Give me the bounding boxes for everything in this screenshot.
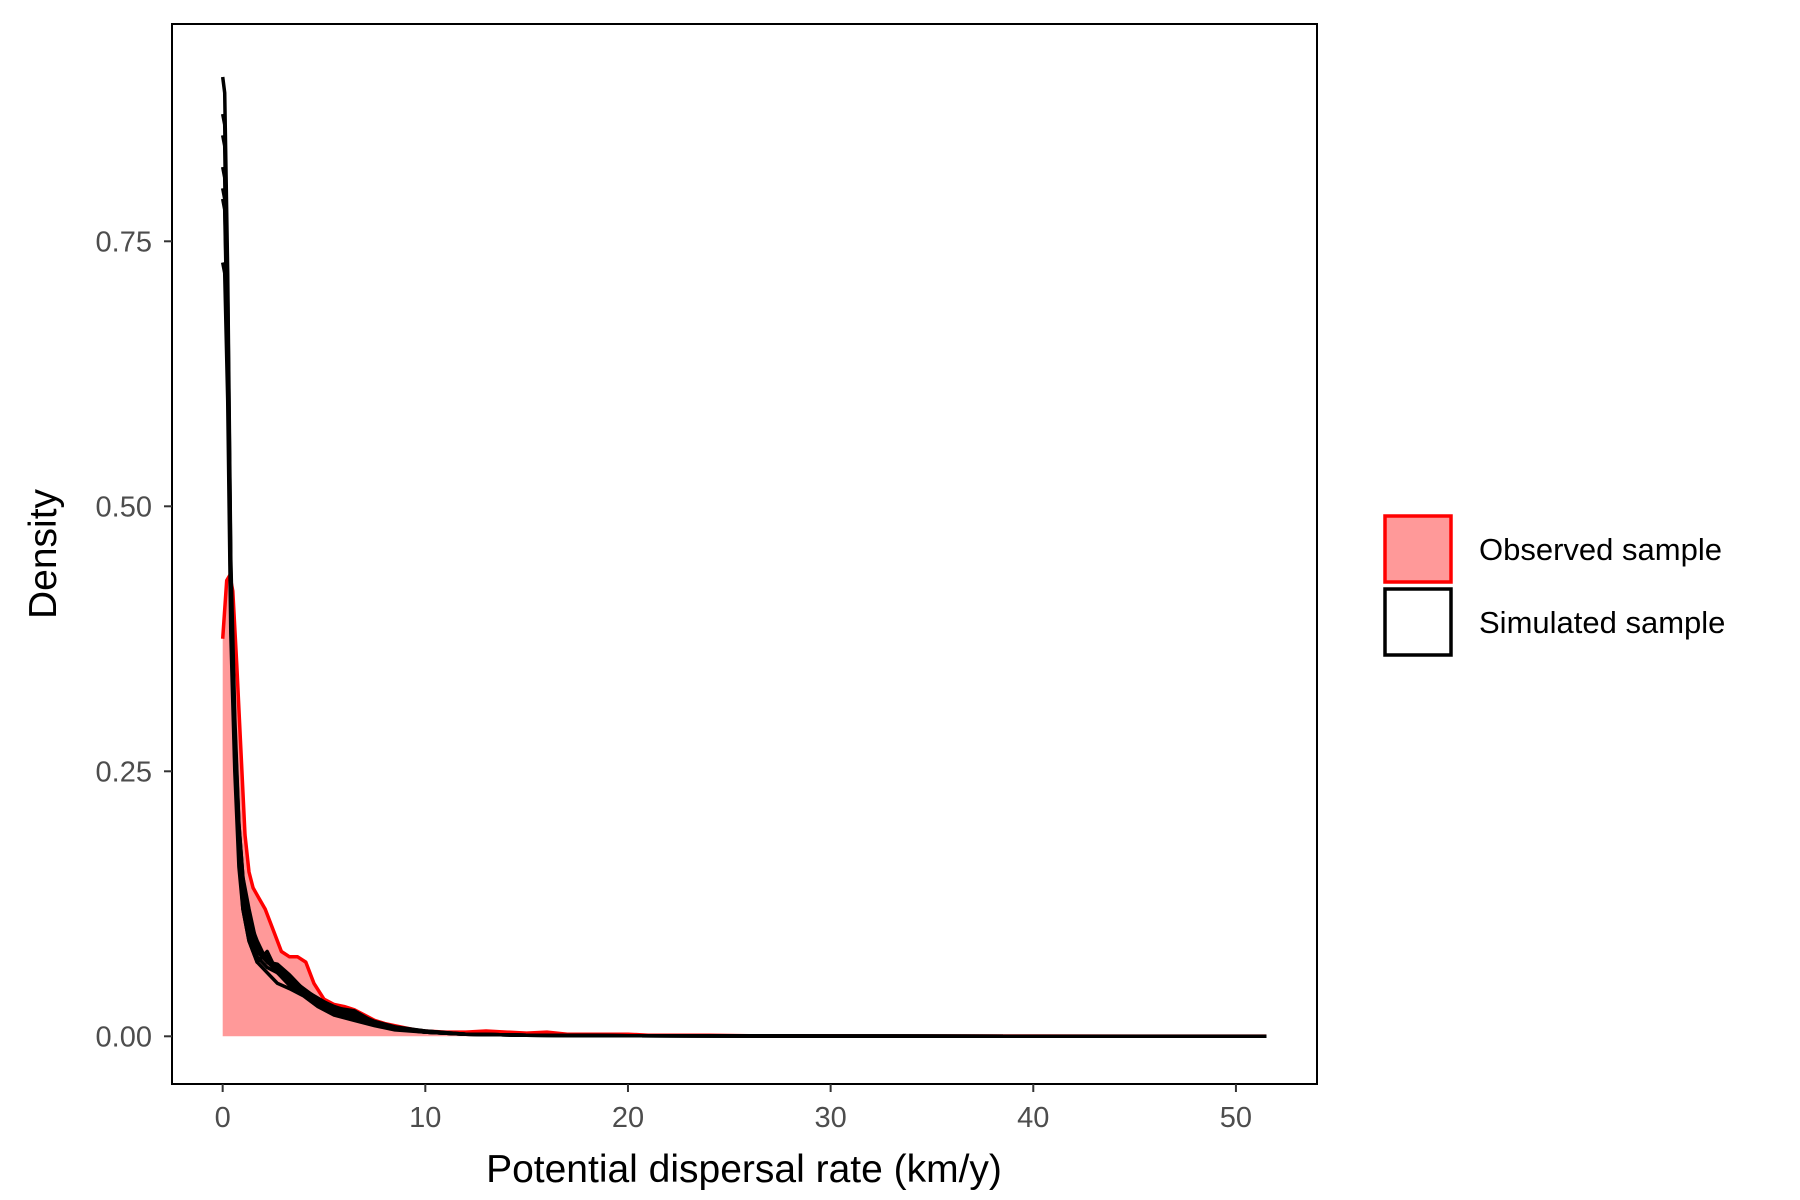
simulated-density-line-7 [220, 187, 1267, 1038]
observed-density-area [222, 575, 1267, 1037]
simulated-density-line-6 [220, 134, 1267, 1038]
y-tick-label: 0.25 [96, 756, 152, 788]
x-axis: 0 10 20 30 40 50 [215, 1084, 1252, 1134]
simulated-density-line-2 [220, 113, 1267, 1038]
y-tick-label: 0.50 [96, 491, 152, 523]
legend-label-2: Simulated sample [1479, 605, 1725, 640]
simulated-density-line-3 [220, 166, 1267, 1038]
legend-label-1: Observed sample [1479, 532, 1722, 567]
observed-density-line [220, 573, 1267, 1038]
observed-layer [220, 573, 1267, 1038]
x-tick-label: 20 [612, 1102, 644, 1134]
plot-panel-border [171, 23, 1318, 1085]
simulated-density-line-1 [220, 76, 1267, 1038]
x-tick-label: 0 [215, 1102, 231, 1134]
simulated-layer [220, 76, 1267, 1038]
y-tick-label: 0.75 [96, 226, 152, 258]
x-tick-label: 10 [409, 1102, 441, 1134]
x-axis-title: Potential dispersal rate (km/y) [486, 1148, 1002, 1191]
y-axis-title: Density [22, 488, 65, 619]
legend-key-2 [1383, 587, 1453, 657]
legend: Observed sample Simulated sample [1383, 514, 1725, 657]
y-tick-label: 0.00 [96, 1021, 152, 1053]
x-tick-label: 40 [1017, 1102, 1049, 1134]
x-tick-label: 30 [814, 1102, 846, 1134]
y-axis: 0.00 0.25 0.50 0.75 [96, 226, 172, 1053]
legend-key-1 [1383, 514, 1453, 584]
simulated-density-line-5 [220, 262, 1267, 1038]
simulated-density-line-4 [220, 198, 1267, 1038]
x-tick-label: 50 [1220, 1102, 1252, 1134]
